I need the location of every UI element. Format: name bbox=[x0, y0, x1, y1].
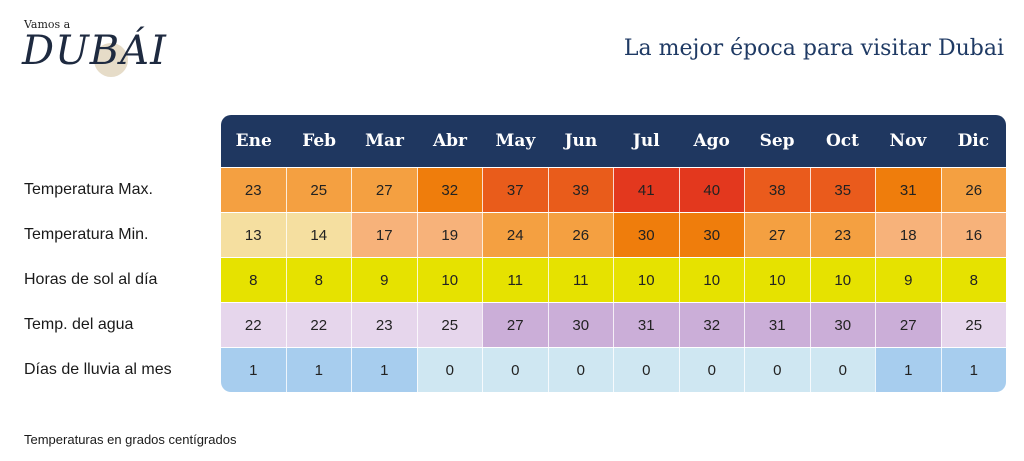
table-cell: 35 bbox=[809, 168, 875, 212]
table-cell: 1 bbox=[351, 348, 417, 392]
table-cell: 39 bbox=[547, 168, 613, 212]
month-header-ene: Ene bbox=[235, 131, 272, 151]
row-label: Temp. del agua bbox=[24, 316, 134, 333]
table-cell: 27 bbox=[351, 168, 417, 212]
table-cell: 1 bbox=[221, 348, 286, 392]
table-row: 22 22 23 25 27 30 31 32 31 30 27 25 bbox=[221, 302, 1006, 347]
table-cell: 31 bbox=[875, 168, 941, 212]
table-cell: 8 bbox=[221, 258, 286, 302]
table-cell: 23 bbox=[221, 168, 286, 212]
table-cell: 38 bbox=[744, 168, 810, 212]
table-cell: 23 bbox=[809, 213, 875, 257]
table-cell: 17 bbox=[351, 213, 417, 257]
table-cell: 16 bbox=[940, 213, 1006, 257]
table-cell: 22 bbox=[285, 303, 351, 347]
table-cell: 1 bbox=[940, 348, 1006, 392]
row-labels: Temperatura Max. Temperatura Min. Horas de… bbox=[24, 168, 172, 393]
table-cell: 10 bbox=[613, 258, 679, 302]
table-cell: 27 bbox=[744, 213, 810, 257]
table-cell: 30 bbox=[613, 213, 679, 257]
month-header-may: May bbox=[495, 131, 536, 151]
table-cell: 0 bbox=[547, 348, 613, 392]
table-cell: 25 bbox=[940, 303, 1006, 347]
table-cell: 40 bbox=[678, 168, 744, 212]
month-header-nov: Nov bbox=[889, 131, 927, 151]
table-cell: 8 bbox=[285, 258, 351, 302]
month-header-jun: Jun bbox=[564, 131, 598, 151]
table-cell: 8 bbox=[940, 258, 1006, 302]
month-header-mar: Mar bbox=[365, 131, 404, 151]
table-cell: 0 bbox=[809, 348, 875, 392]
month-header-sep: Sep bbox=[759, 131, 795, 151]
page-title: La mejor época para visitar Dubai bbox=[623, 36, 1004, 61]
climate-table: Ene Feb Mar Abr May Jun Jul Ago Sep Oct Nov Dic 23 2… bbox=[221, 115, 1006, 392]
table-row: 8 8 9 10 11 11 10 10 10 10 9 8 bbox=[221, 257, 1006, 302]
table-cell: 27 bbox=[482, 303, 548, 347]
logo: Vamos a DUBÁI bbox=[22, 18, 166, 78]
table-cell: 32 bbox=[678, 303, 744, 347]
month-header-feb: Feb bbox=[302, 131, 337, 151]
table-cell: 32 bbox=[416, 168, 482, 212]
row-label: Días de lluvia al mes bbox=[24, 361, 172, 378]
table-cell: 9 bbox=[351, 258, 417, 302]
logo-disc-shape bbox=[94, 43, 128, 77]
row-label: Temperatura Max. bbox=[24, 181, 153, 198]
table-cell: 0 bbox=[613, 348, 679, 392]
table-cell: 10 bbox=[744, 258, 810, 302]
logo-big-text: DUBÁI bbox=[22, 28, 167, 74]
table-cell: 9 bbox=[875, 258, 941, 302]
table-row: 13 14 17 19 24 26 30 30 27 23 18 16 bbox=[221, 212, 1006, 257]
table-cell: 10 bbox=[809, 258, 875, 302]
table-cell: 22 bbox=[221, 303, 286, 347]
table-cell: 0 bbox=[744, 348, 810, 392]
month-header-ago: Ago bbox=[693, 131, 730, 151]
table-cell: 11 bbox=[547, 258, 613, 302]
table-cell: 31 bbox=[744, 303, 810, 347]
table-cell: 18 bbox=[875, 213, 941, 257]
logo-small-text: Vamos a bbox=[24, 18, 71, 31]
table-cell: 27 bbox=[875, 303, 941, 347]
table-row: 23 25 27 32 37 39 41 40 38 35 31 26 bbox=[221, 167, 1006, 212]
month-header-dic: Dic bbox=[957, 131, 990, 151]
table-cell: 37 bbox=[482, 168, 548, 212]
table-cell: 11 bbox=[482, 258, 548, 302]
table-cell: 41 bbox=[613, 168, 679, 212]
table-cell: 30 bbox=[678, 213, 744, 257]
table-body: 23 25 27 32 37 39 41 40 38 35 31 26 13 14 17 19 24 26 30 30… bbox=[221, 167, 1006, 392]
row-label: Temperatura Min. bbox=[24, 226, 149, 243]
table-cell: 14 bbox=[285, 213, 351, 257]
row-label: Horas de sol al día bbox=[24, 271, 158, 288]
footnote: Temperaturas en grados centígrados bbox=[24, 432, 237, 447]
table-cell: 0 bbox=[678, 348, 744, 392]
month-header-abr: Abr bbox=[432, 131, 467, 151]
month-header-oct: Oct bbox=[826, 131, 860, 151]
table-cell: 26 bbox=[940, 168, 1006, 212]
table-cell: 25 bbox=[416, 303, 482, 347]
table-cell: 26 bbox=[547, 213, 613, 257]
table-cell: 23 bbox=[351, 303, 417, 347]
table-cell: 19 bbox=[416, 213, 482, 257]
month-header-row: Ene Feb Mar Abr May Jun Jul Ago Sep Oct Nov Dic bbox=[221, 115, 1006, 167]
month-header-jul: Jul bbox=[632, 131, 660, 151]
table-cell: 10 bbox=[678, 258, 744, 302]
table-cell: 25 bbox=[285, 168, 351, 212]
table-cell: 0 bbox=[416, 348, 482, 392]
table-cell: 1 bbox=[285, 348, 351, 392]
table-cell: 13 bbox=[221, 213, 286, 257]
table-cell: 24 bbox=[482, 213, 548, 257]
table-cell: 1 bbox=[875, 348, 941, 392]
table-cell: 30 bbox=[809, 303, 875, 347]
table-cell: 31 bbox=[613, 303, 679, 347]
table-cell: 30 bbox=[547, 303, 613, 347]
table-cell: 0 bbox=[482, 348, 548, 392]
table-cell: 10 bbox=[416, 258, 482, 302]
